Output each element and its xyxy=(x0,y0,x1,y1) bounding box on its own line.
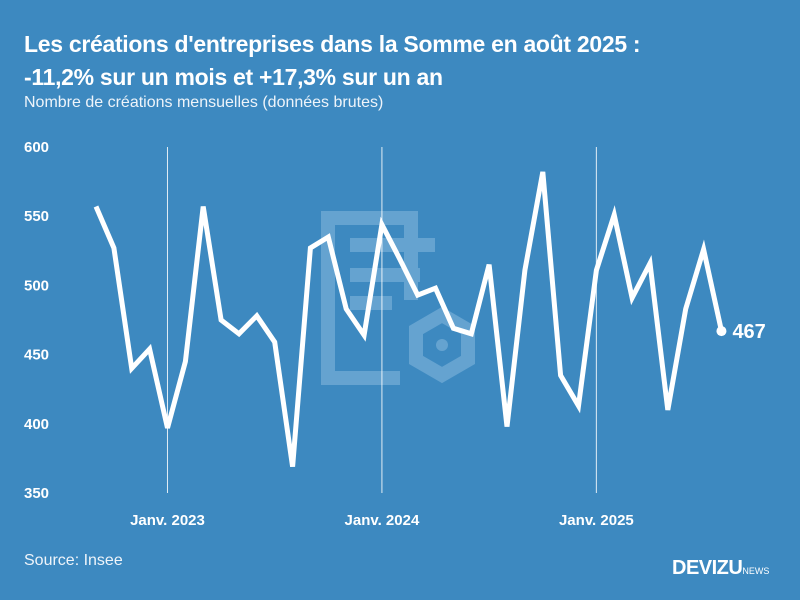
source-note: Source: Insee xyxy=(24,552,123,569)
logo-suffix: NEWS xyxy=(742,566,770,576)
title-line-1: Les créations d'entreprises dans la Somm… xyxy=(24,31,641,57)
y-tick-label: 450 xyxy=(24,347,49,364)
y-tick-label: 600 xyxy=(24,139,49,156)
chart-subtitle: Nombre de créations mensuelles (données … xyxy=(24,94,384,111)
x-tick-label: Janv. 2023 xyxy=(130,512,205,529)
title-line-2: -11,2% sur un mois et +17,3% sur un an xyxy=(24,64,443,90)
y-tick-label: 350 xyxy=(24,485,49,502)
y-tick-label: 550 xyxy=(24,208,49,225)
watermark-logo-icon xyxy=(321,211,475,385)
y-tick-label: 500 xyxy=(24,277,49,294)
last-point-marker xyxy=(716,326,727,337)
logo-main: DEVIZU xyxy=(672,557,743,579)
x-tick-label: Janv. 2025 xyxy=(559,512,634,529)
y-tick-label: 400 xyxy=(24,416,49,433)
chart-title: Les créations d'entreprises dans la Somm… xyxy=(24,28,641,94)
last-value-label: 467 xyxy=(732,321,765,343)
devizu-logo: DEVIZUNEWS xyxy=(672,557,769,580)
series-line xyxy=(93,171,724,468)
x-tick-label: Janv. 2024 xyxy=(345,512,420,529)
